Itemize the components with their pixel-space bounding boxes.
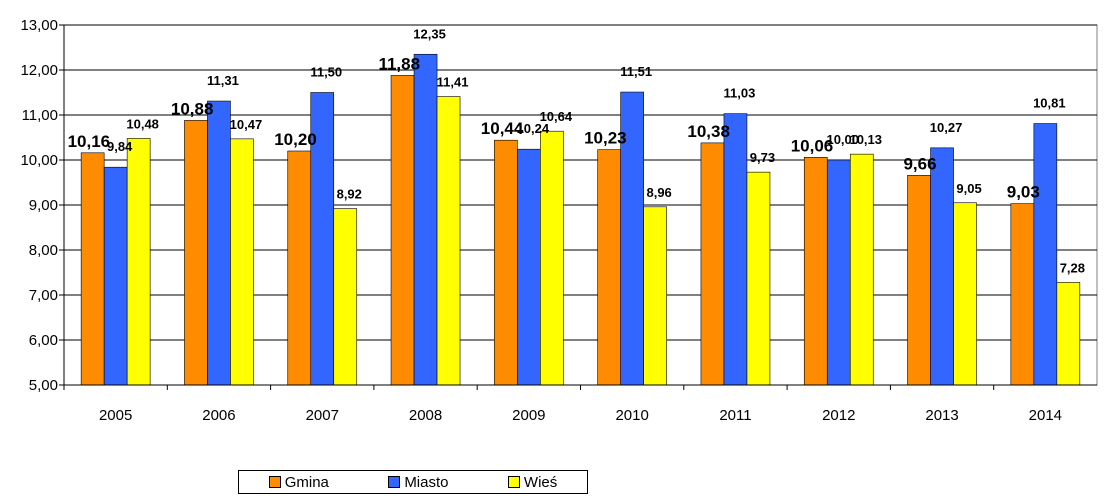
data-label-gmina: 9,66 <box>903 154 936 173</box>
bar-miasto-2013 <box>930 147 954 386</box>
bar-wieś-2013 <box>953 202 977 386</box>
data-label-miasto: 11,03 <box>724 86 756 101</box>
bar-gmina-2012 <box>803 157 828 386</box>
bar-wieś-2009 <box>540 130 564 386</box>
data-label-wieś: 9,05 <box>956 181 981 196</box>
y-tick-label: 5,00 <box>29 377 58 394</box>
legend-label-gmina: Gmina <box>284 473 329 491</box>
data-label-gmina: 9,03 <box>1007 183 1040 202</box>
data-label-miasto: 11,50 <box>310 65 342 80</box>
data-label-gmina: 10,16 <box>68 132 111 151</box>
legend-item-miasto: Miasto <box>388 473 449 491</box>
data-label-miasto: 11,31 <box>207 73 239 88</box>
data-label-miasto: 10,27 <box>930 120 963 135</box>
data-label-miasto: 11,51 <box>620 64 652 79</box>
data-labels: 10,169,84 10,48 10,88 11,31 10,47 10,20 11,50 8… <box>68 26 1085 275</box>
data-label-wieś: 11,41 <box>437 75 469 90</box>
bar-gmina-2005 <box>80 152 105 386</box>
bar-wieś-2005 <box>126 138 151 386</box>
data-label-wieś: 8,92 <box>337 187 362 202</box>
data-label-gmina: 10,38 <box>687 122 730 141</box>
y-tick-label: 12,00 <box>20 62 58 79</box>
data-label-wieś: 9,73 <box>750 150 775 165</box>
y-tick-label: 10,00 <box>20 152 58 169</box>
y-tick-label: 11,00 <box>22 107 58 124</box>
data-label-gmina: 10,44 <box>481 119 524 138</box>
data-label-wieś: 10,47 <box>230 117 263 132</box>
y-tick-label: 9,00 <box>29 197 58 214</box>
data-label-wieś: 7,28 <box>1060 260 1085 275</box>
legend-swatch-gmina <box>268 476 281 488</box>
x-tick-label: 2010 <box>615 407 648 424</box>
bar-gmina-2006 <box>184 120 208 386</box>
bar-miasto-2014 <box>1033 123 1058 386</box>
axes: 5,00 6,00 7,00 8,00 9,00 10,00 11,00 12,00 13,00… <box>20 17 1097 424</box>
bar-wieś-2012 <box>849 153 874 386</box>
bar-gmina-2014 <box>1010 203 1035 386</box>
y-tick-label: 8,00 <box>29 242 58 259</box>
data-label-gmina: 11,88 <box>378 54 420 73</box>
bar-chart: 5,00 6,00 7,00 8,00 9,00 10,00 11,00 12,00 13,00… <box>20 17 1098 424</box>
data-label-miasto: 10,24 <box>517 121 550 136</box>
bar-miasto-2005 <box>103 166 128 386</box>
bar-wieś-2010 <box>643 206 667 386</box>
bar-wieś-2011 <box>746 171 771 386</box>
data-label-miasto: 9,84 <box>107 139 133 154</box>
bar-gmina-2011 <box>700 142 725 386</box>
legend-label-miasto: Miasto <box>404 473 449 491</box>
data-label-gmina: 10,23 <box>584 129 627 148</box>
x-tick-label: 2012 <box>822 407 855 424</box>
bars <box>80 53 1081 386</box>
y-tick-label: 7,00 <box>29 287 58 304</box>
bar-miasto-2012 <box>826 159 851 386</box>
data-label-wieś: 8,96 <box>646 185 671 200</box>
data-label-miasto: 12,35 <box>413 26 446 41</box>
bar-miasto-2006 <box>207 100 231 386</box>
data-label-miasto: 10,00 <box>826 132 859 147</box>
bar-gmina-2013 <box>907 175 931 386</box>
x-tick-label: 2006 <box>202 407 235 424</box>
data-label-gmina: 10,20 <box>274 130 317 149</box>
y-tick-label: 6,00 <box>29 332 58 349</box>
legend-item-wies: Wieś <box>507 473 558 491</box>
data-label-wieś: 10,48 <box>126 116 159 131</box>
x-tick-label: 2011 <box>719 407 751 424</box>
bar-gmina-2009 <box>494 139 518 386</box>
bar-miasto-2009 <box>517 148 541 386</box>
x-tick-label: 2007 <box>306 407 339 424</box>
legend-swatch-miasto <box>388 476 401 488</box>
legend-label-wies: Wieś <box>523 473 558 491</box>
bar-gmina-2010 <box>597 149 621 386</box>
bar-wieś-2007 <box>333 208 358 386</box>
data-label-gmina: 10,88 <box>171 99 214 118</box>
x-tick-label: 2008 <box>409 407 442 424</box>
bar-miasto-2011 <box>723 113 748 386</box>
data-label-wieś: 10,64 <box>540 109 573 124</box>
data-label-miasto: 10,81 <box>1033 96 1066 111</box>
bar-gmina-2008 <box>390 75 415 386</box>
x-tick-label: 2009 <box>512 407 545 424</box>
bar-wieś-2006 <box>230 138 254 386</box>
data-label-wieś: 10,13 <box>849 132 882 147</box>
legend-item-gmina: Gmina <box>268 473 329 491</box>
x-tick-label: 2005 <box>99 407 132 424</box>
legend-swatch-wies <box>507 476 520 488</box>
bar-miasto-2008 <box>413 53 438 386</box>
legend: Gmina Miasto Wieś <box>238 470 588 494</box>
x-tick-label: 2013 <box>925 407 958 424</box>
data-label-gmina: 10,06 <box>791 136 834 155</box>
bar-gmina-2007 <box>287 150 312 386</box>
bar-wieś-2008 <box>436 96 461 386</box>
x-tick-label: 2014 <box>1029 407 1062 424</box>
y-tick-label: 13,00 <box>20 17 58 34</box>
bar-wieś-2014 <box>1056 282 1081 386</box>
